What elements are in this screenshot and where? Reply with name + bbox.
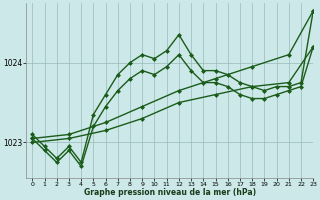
X-axis label: Graphe pression niveau de la mer (hPa): Graphe pression niveau de la mer (hPa) <box>84 188 256 197</box>
